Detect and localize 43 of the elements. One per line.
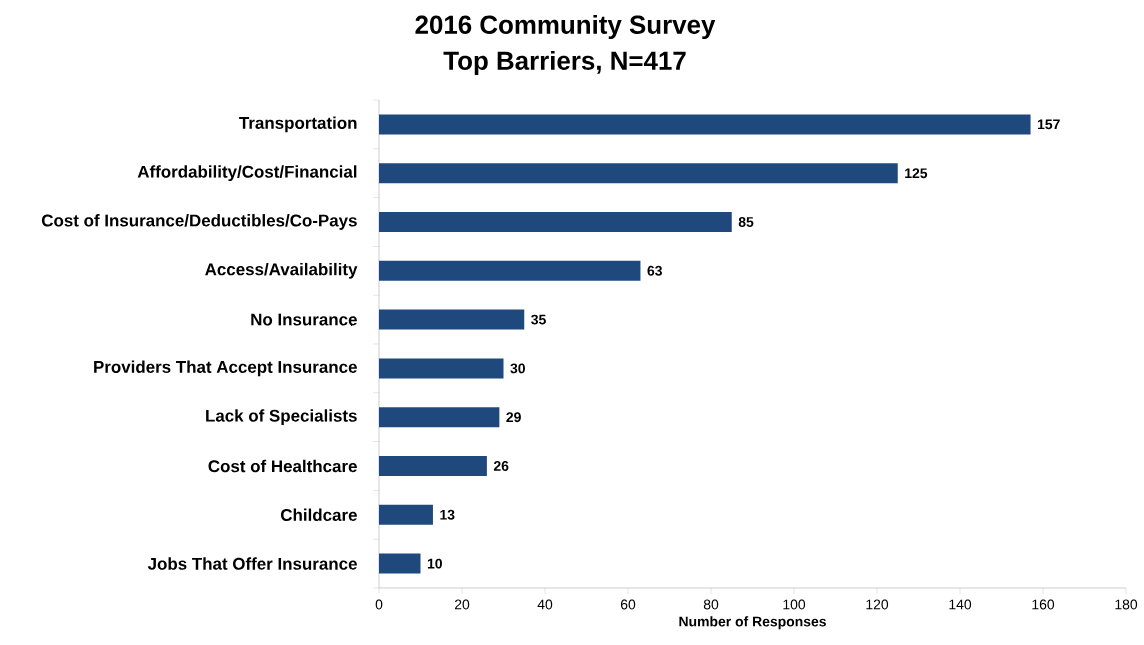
data-label: 29 — [506, 412, 521, 423]
x-tick-label: 160 — [1032, 599, 1055, 610]
bar — [379, 309, 525, 330]
y-tick-label: Providers That Accept Insurance — [94, 360, 357, 377]
chart-subtitle: Top Barriers, N=417 — [443, 50, 686, 76]
x-tick-label: 20 — [454, 599, 470, 610]
bar — [379, 211, 732, 232]
x-tick-label: 100 — [783, 599, 806, 610]
data-label: 157 — [1037, 119, 1060, 130]
x-axis-title: Number of Responses — [679, 616, 826, 630]
chart-title: 2016 Community Survey — [415, 14, 716, 40]
data-label: 13 — [440, 509, 455, 520]
y-tick-label: Access/Availability — [205, 262, 358, 279]
x-tick-label: 0 — [375, 599, 383, 610]
x-tick-label: 120 — [866, 599, 889, 610]
x-tick-label: 180 — [1115, 599, 1138, 610]
x-tick-label: 80 — [703, 599, 719, 610]
data-label: 30 — [510, 363, 525, 374]
y-tick-label: Cost of Healthcare — [208, 459, 357, 473]
data-label: 63 — [647, 265, 662, 276]
bar — [379, 260, 641, 281]
y-tick-label: Cost of Insurance/Deductibles/Co-Pays — [41, 214, 357, 230]
data-label: 10 — [427, 558, 442, 569]
bar — [379, 114, 1031, 135]
x-tick-label: 140 — [949, 599, 972, 610]
data-label: 26 — [493, 461, 509, 471]
y-tick-label: Transportation — [239, 116, 357, 133]
y-tick-label: Affordability/Cost/Financial — [137, 165, 357, 182]
x-tick-label: 40 — [537, 599, 553, 610]
bar — [379, 163, 898, 184]
y-tick-label: No Insurance — [251, 313, 357, 326]
y-tick-label: Jobs That Offer Insurance — [147, 557, 357, 570]
y-tick-label: Childcare — [280, 508, 357, 522]
bar — [379, 358, 504, 379]
bar — [379, 504, 433, 525]
y-tick-label: Lack of Specialists — [206, 409, 357, 426]
bar — [379, 455, 487, 476]
data-label: 35 — [531, 314, 546, 325]
bar — [379, 407, 500, 428]
x-tick-label: 60 — [620, 599, 636, 610]
data-label: 125 — [905, 168, 928, 179]
bar — [379, 553, 421, 574]
data-label: 85 — [738, 217, 754, 227]
